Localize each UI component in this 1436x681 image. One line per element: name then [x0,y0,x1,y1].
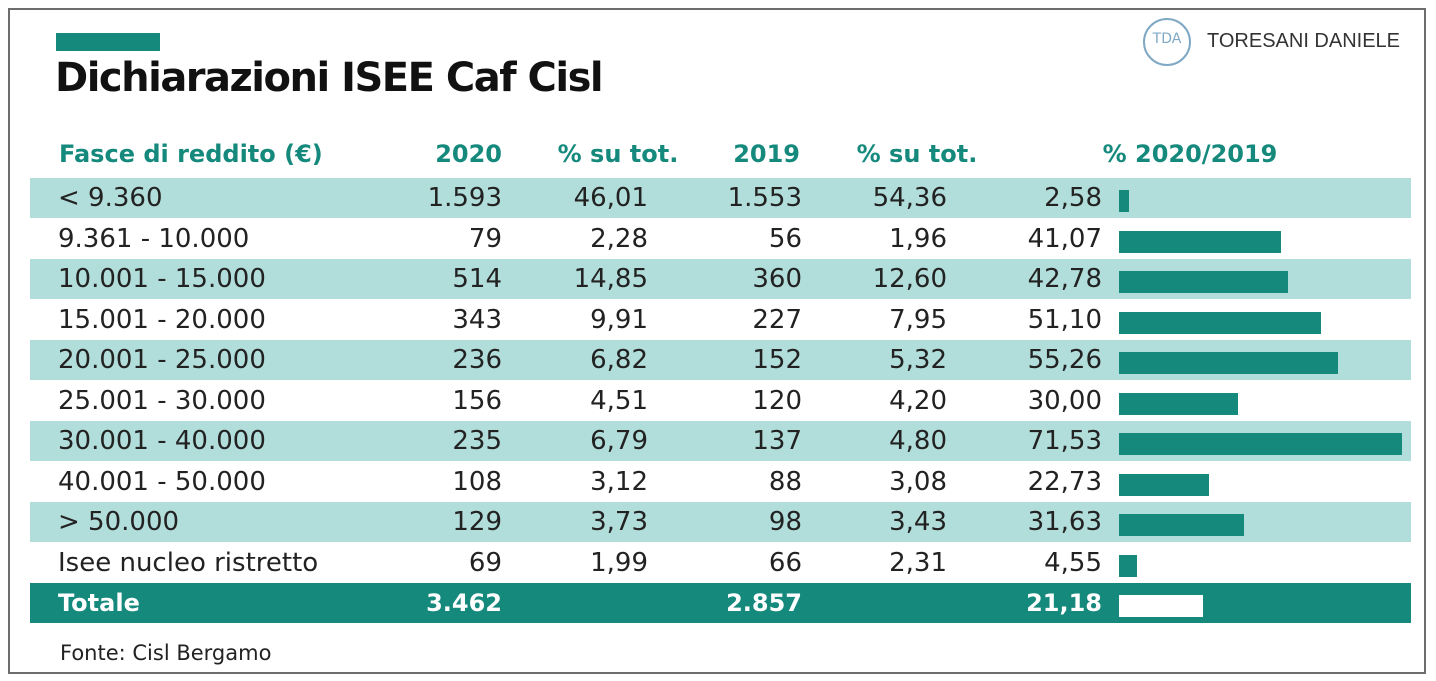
pct-2019: 2,31 [889,547,947,578]
pct-2019: 5,32 [889,345,947,375]
pct-2020: 1,99 [590,547,648,578]
value-2019: 98 [768,507,802,537]
change-pct: 51,10 [1027,304,1102,335]
chart-title: Dichiarazioni ISEE Caf Cisl [55,55,604,101]
value-2020: 343 [452,304,502,335]
change-bar [1119,311,1321,334]
header-2019: 2019 [733,140,800,168]
income-band-label: 30.001 - 40.000 [58,426,266,456]
pct-2019: 7,95 [889,304,947,335]
total-row: Totale 3.462 2.857 21,18 [30,583,1411,623]
income-band-label: 15.001 - 20.000 [58,304,266,335]
change-bar [1119,554,1137,577]
value-2020: 235 [452,426,502,456]
table-row: 9.361 - 10.000 79 2,28 56 1,96 41,07 [30,219,1411,259]
change-pct: 2,58 [1044,183,1102,213]
change-pct: 22,73 [1027,466,1102,497]
change-pct: 55,26 [1027,345,1102,375]
change-bar [1119,514,1244,536]
title-accent-bar [56,33,160,51]
change-pct: 42,78 [1027,264,1102,294]
total-change-bar [1119,595,1203,617]
pct-2019: 4,80 [889,426,947,456]
value-2020: 156 [452,385,502,416]
value-2019: 120 [752,385,802,416]
value-2020: 79 [468,223,502,254]
income-band-label: 10.001 - 15.000 [58,264,266,294]
pct-2019: 3,08 [889,466,947,497]
total-label: Totale [58,589,140,617]
tda-logo-icon [1143,18,1191,66]
pct-2020: 3,12 [590,466,648,497]
header-pct-2020: % su tot. [557,140,679,168]
value-2019: 227 [752,304,802,335]
header-pct-2019: % su tot. [856,140,978,168]
change-bar [1119,433,1402,455]
author-name: TORESANI DANIELE [1207,30,1401,52]
table-row: 10.001 - 15.000 514 14,85 360 12,60 42,78 [30,259,1411,299]
change-bar [1119,392,1238,415]
table-row: 30.001 - 40.000 235 6,79 137 4,80 71,53 [30,421,1411,461]
value-2019: 1.553 [727,183,802,213]
table-row: > 50.000 129 3,73 98 3,43 31,63 [30,502,1411,542]
income-band-label: 25.001 - 30.000 [58,385,266,416]
change-bar [1119,352,1338,374]
value-2019: 152 [752,345,802,375]
table-row: 15.001 - 20.000 343 9,91 227 7,95 51,10 [30,300,1411,340]
table-row: 40.001 - 50.000 108 3,12 88 3,08 22,73 [30,462,1411,502]
income-band-label: > 50.000 [58,507,180,537]
value-2019: 66 [768,547,802,578]
value-2020: 129 [452,507,502,537]
total-2020: 3.462 [426,589,502,617]
header-change: % 2020/2019 [1102,140,1278,168]
value-2019: 360 [752,264,802,294]
change-bar [1119,190,1129,212]
pct-2020: 6,82 [590,345,648,375]
value-2020: 69 [468,547,502,578]
value-2020: 1.593 [427,183,502,213]
change-pct: 71,53 [1027,426,1102,456]
total-change: 21,18 [1026,589,1102,617]
income-band-label: 20.001 - 25.000 [58,345,266,375]
change-pct: 31,63 [1027,507,1102,537]
value-2020: 514 [452,264,502,294]
table-row: < 9.360 1.593 46,01 1.553 54,36 2,58 [30,178,1411,218]
change-pct: 30,00 [1027,385,1102,416]
income-band-label: Isee nucleo ristretto [58,547,319,578]
change-bar [1119,230,1281,253]
pct-2020: 14,85 [573,264,648,294]
pct-2020: 6,79 [590,426,648,456]
pct-2020: 9,91 [590,304,648,335]
total-2019: 2.857 [726,589,802,617]
pct-2019: 1,96 [889,223,947,254]
income-band-label: 40.001 - 50.000 [58,466,266,497]
pct-2019: 4,20 [889,385,947,416]
change-bar [1119,271,1288,293]
pct-2020: 3,73 [590,507,648,537]
source-note: Fonte: Cisl Bergamo [60,641,272,665]
pct-2020: 46,01 [573,183,648,213]
change-pct: 41,07 [1027,223,1102,254]
table-row: Isee nucleo ristretto 69 1,99 66 2,31 4,55 [30,543,1411,583]
pct-2020: 4,51 [590,385,648,416]
header-2020: 2020 [435,140,502,168]
value-2020: 236 [452,345,502,375]
income-band-label: < 9.360 [58,183,163,213]
value-2020: 108 [452,466,502,497]
change-pct: 4,55 [1044,547,1102,578]
table-row: 20.001 - 25.000 236 6,82 152 5,32 55,26 [30,340,1411,380]
pct-2019: 54,36 [872,183,947,213]
value-2019: 137 [752,426,802,456]
value-2019: 88 [768,466,802,497]
pct-2019: 12,60 [872,264,947,294]
logo-text: TDA [1152,31,1182,47]
table-row: 25.001 - 30.000 156 4,51 120 4,20 30,00 [30,381,1411,421]
pct-2019: 3,43 [889,507,947,537]
income-band-label: 9.361 - 10.000 [58,223,250,254]
value-2019: 56 [768,223,802,254]
change-bar [1119,473,1209,496]
pct-2020: 2,28 [590,223,648,254]
header-income-band: Fasce di reddito (€) [59,140,323,168]
